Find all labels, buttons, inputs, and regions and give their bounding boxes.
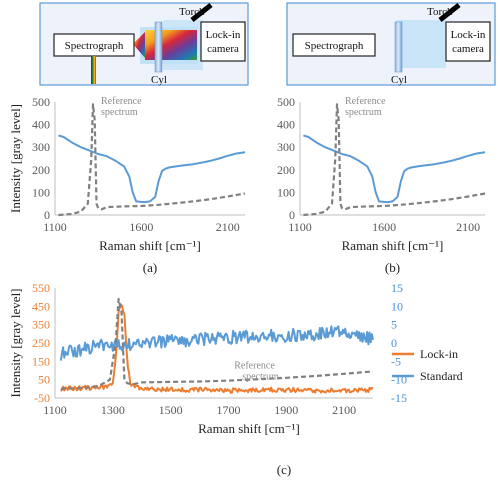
series-reference — [58, 103, 246, 217]
y-tick-label: 50 — [38, 373, 50, 387]
y-tick-label: 400 — [277, 118, 295, 132]
x-tick-label: 1300 — [101, 403, 125, 417]
cylinder-icon — [154, 21, 163, 73]
annotation-label: Reference — [234, 361, 275, 372]
y-tick-label: 100 — [32, 185, 50, 199]
y-tick-label: -50 — [34, 391, 50, 405]
x-axis-title: Raman shift [cm⁻¹] — [99, 238, 201, 253]
light-path — [396, 20, 446, 68]
spectrograph-label: Spectrograph — [65, 40, 124, 52]
torch-label: Torch — [179, 6, 205, 18]
annotation-label: Reference — [101, 96, 142, 107]
setup-diagram-a: Torch Lock-in camera Spectrograph Cyl — [39, 2, 249, 86]
chart-b: 0 100 200 300 400 500 1100 1600 2100 Raman shift … — [277, 95, 486, 275]
y2-tick-label: 15 — [391, 281, 403, 295]
series-reference — [303, 103, 486, 217]
x-tick-label: 1100 — [43, 220, 67, 234]
y-tick-label: 450 — [32, 299, 50, 313]
camera-box — [200, 21, 246, 62]
y2-tick-label: -15 — [391, 391, 407, 405]
caption: (b) — [385, 260, 400, 275]
x-tick-label: 1700 — [216, 403, 240, 417]
series-standard — [58, 134, 246, 204]
dispersed-light — [145, 30, 197, 60]
series-standard — [59, 325, 374, 361]
y-tick-label: 200 — [277, 163, 295, 177]
dispersed-light — [133, 32, 145, 58]
torch-icon — [190, 3, 213, 22]
annotation-label: Reference — [345, 96, 386, 107]
camera-box — [445, 21, 491, 62]
x-tick-label: 2100 — [456, 220, 480, 234]
legend-label: Lock-in — [420, 347, 458, 361]
y-tick-label: 350 — [32, 318, 50, 332]
annotation-label: spectrum — [242, 372, 279, 383]
x-axis-title: Raman shift [cm⁻¹] — [198, 421, 300, 436]
y2-tick-label: 5 — [391, 318, 397, 332]
y-tick-label: 100 — [277, 185, 295, 199]
torch-label: Torch — [427, 6, 453, 18]
series-reference — [60, 297, 374, 390]
y-tick-label: 0 — [289, 208, 295, 222]
series-standard — [303, 134, 486, 204]
cyl-label: Cyl — [151, 74, 167, 86]
y-tick-label: 400 — [32, 118, 50, 132]
camera-label: Lock-in — [451, 29, 486, 41]
cylinder-icon — [394, 21, 403, 73]
x-tick-label: 2100 — [332, 403, 356, 417]
spectrum-stripe — [91, 56, 96, 84]
x-tick-label: 1500 — [159, 403, 183, 417]
y-tick-label: 150 — [32, 354, 50, 368]
x-tick-label: 1900 — [274, 403, 298, 417]
y-tick-label: 500 — [32, 95, 50, 109]
x-tick-label: 1600 — [372, 220, 396, 234]
caption: (a) — [143, 260, 157, 275]
x-tick-label: 1100 — [288, 220, 312, 234]
y2-tick-label: 10 — [391, 299, 403, 313]
series-lockin — [60, 303, 374, 394]
cyl-label: Cyl — [391, 74, 407, 86]
legend-label: Standard — [420, 369, 463, 383]
y-axis-title: Intensity [gray level] — [8, 288, 23, 397]
setup-diagram-b: Torch Lock-in camera Spectrograph Cyl — [286, 2, 496, 86]
y2-tick-label: -5 — [391, 354, 401, 368]
y-tick-label: 550 — [32, 281, 50, 295]
y-tick-label: 300 — [32, 140, 50, 154]
y-tick-label: 300 — [277, 140, 295, 154]
y-tick-label: 250 — [32, 336, 50, 350]
caption: (c) — [277, 462, 291, 477]
torch-icon — [438, 3, 461, 22]
y-tick-label: 200 — [32, 163, 50, 177]
y-axis-title: Intensity [gray level] — [8, 104, 23, 213]
chart-a: 0 100 200 300 400 500 1100 1600 2100 Raman shift … — [8, 95, 246, 275]
annotation-label: spectrum — [345, 107, 382, 118]
x-axis-title: Raman shift [cm⁻¹] — [342, 238, 444, 253]
camera-label: camera — [452, 43, 484, 55]
x-tick-label: 1600 — [129, 220, 153, 234]
camera-label: camera — [207, 43, 239, 55]
y-tick-label: 500 — [277, 95, 295, 109]
camera-label: Lock-in — [206, 29, 241, 41]
spectrograph-label: Spectrograph — [305, 40, 364, 52]
y-tick-label: 0 — [44, 208, 50, 222]
spectrograph-box — [292, 33, 376, 57]
annotation-label: spectrum — [101, 107, 138, 118]
x-tick-label: 1100 — [43, 403, 67, 417]
y2-tick-label: 0 — [391, 336, 397, 350]
x-tick-label: 2100 — [216, 220, 240, 234]
